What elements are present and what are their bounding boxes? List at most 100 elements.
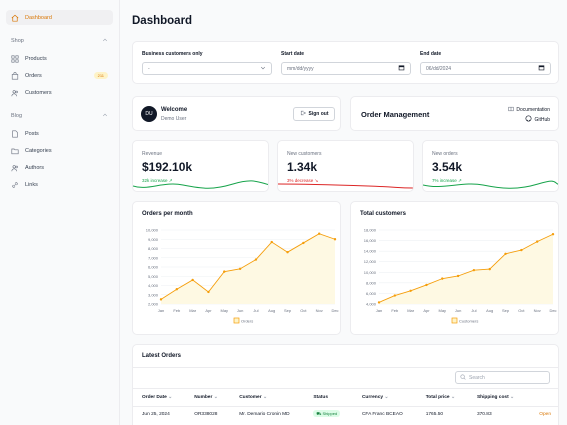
x-tick-label: Oct bbox=[518, 308, 525, 313]
sidebar-item-orders[interactable]: Orders 211 bbox=[6, 68, 113, 83]
documentation-link[interactable]: Documentation bbox=[508, 106, 550, 114]
x-tick-label: Feb bbox=[391, 308, 399, 313]
link-label: Documentation bbox=[516, 107, 550, 113]
y-tick-label: 2,000 bbox=[148, 302, 159, 307]
col-total-price[interactable]: Total price ⌄ bbox=[416, 390, 468, 407]
sign-out-icon bbox=[300, 110, 306, 118]
y-tick-label: 18,000 bbox=[364, 228, 377, 233]
data-point bbox=[520, 248, 523, 252]
col-label: Currency bbox=[361, 395, 384, 401]
y-tick-label: 5,000 bbox=[148, 274, 159, 279]
data-point bbox=[504, 252, 507, 255]
sidebar-group-shop[interactable]: Shop bbox=[6, 35, 113, 47]
legend-label: Customers bbox=[459, 319, 478, 324]
sidebar-item-products[interactable]: Products bbox=[6, 51, 113, 66]
x-tick-label: Jul bbox=[471, 308, 476, 313]
chart-title: Total customers bbox=[360, 211, 406, 217]
cell-shipping: 370.83 bbox=[476, 411, 492, 417]
status-text: Shipped bbox=[322, 411, 338, 417]
series-line bbox=[160, 233, 336, 300]
start-date-label: Start date bbox=[281, 51, 305, 57]
data-point bbox=[175, 288, 179, 291]
series-area bbox=[161, 233, 335, 304]
input-value: mm/dd/yyyy bbox=[287, 65, 314, 72]
stat-label: New customers bbox=[287, 151, 322, 157]
start-date-input[interactable]: mm/dd/yyyy bbox=[281, 62, 411, 75]
cell-currency: CFA Franc BCEAO bbox=[361, 411, 403, 417]
welcome-title: Welcome bbox=[161, 107, 188, 113]
business-customers-select[interactable]: - bbox=[142, 62, 272, 75]
col-customer[interactable]: Customer ⌄ bbox=[230, 390, 305, 407]
github-link[interactable]: GitHub bbox=[525, 115, 550, 124]
search-icon bbox=[460, 373, 466, 382]
data-point bbox=[472, 268, 476, 272]
order-management-card: Order Management Documentation GitHub bbox=[350, 96, 559, 131]
x-tick-label: Aug bbox=[268, 308, 275, 313]
sidebar-group-blog[interactable]: Blog bbox=[6, 110, 113, 122]
chevron-down-icon: ⌄ bbox=[168, 395, 173, 401]
cell-customer: Mr. Demario Cronin MD bbox=[239, 411, 290, 417]
sidebar-item-categories[interactable]: Categories bbox=[6, 143, 113, 158]
latest-orders-title: Latest Orders bbox=[142, 353, 182, 359]
open-link[interactable]: Open bbox=[539, 411, 551, 417]
orders-sparkline bbox=[423, 180, 558, 189]
data-point bbox=[254, 258, 258, 261]
data-point bbox=[333, 238, 337, 241]
sidebar-item-authors[interactable]: Authors bbox=[6, 160, 113, 175]
divider bbox=[133, 388, 558, 389]
trend-up-icon: ↗ bbox=[168, 178, 173, 183]
col-number[interactable]: Number ⌄ bbox=[185, 390, 231, 407]
customers-chart-card: Total customers 4,000 6,000 8,000 10,000 12,… bbox=[350, 201, 559, 335]
legend-swatch bbox=[451, 317, 458, 324]
users-icon bbox=[11, 89, 19, 97]
stat-trend: 32k increase ↗ bbox=[142, 178, 173, 184]
orders-table: Order Date ⌄ Number ⌄ Customer ⌄ Status … bbox=[133, 390, 558, 422]
group-label: Blog bbox=[11, 113, 23, 119]
link-icon bbox=[11, 181, 19, 189]
sign-out-button[interactable]: Sign out bbox=[293, 107, 335, 121]
x-tick-label: Jun bbox=[237, 308, 243, 313]
orders-chart-card: Orders per month 2,000 3,000 4,000 5,000 6,0… bbox=[132, 201, 341, 335]
data-point bbox=[317, 232, 321, 235]
data-point bbox=[223, 270, 226, 273]
customers-sparkline bbox=[278, 183, 413, 189]
y-tick-label: 4,000 bbox=[148, 283, 159, 288]
calendar-icon[interactable] bbox=[398, 64, 405, 73]
sidebar-item-posts[interactable]: Posts bbox=[6, 126, 113, 141]
trend-down-icon: ↘ bbox=[314, 178, 319, 183]
cell-total: 1765.50 bbox=[425, 411, 444, 417]
sidebar-item-dashboard[interactable]: Dashboard bbox=[6, 10, 113, 25]
col-shipping-cost[interactable]: Shipping cost ⌄ bbox=[467, 390, 528, 407]
calendar-icon[interactable] bbox=[538, 64, 545, 73]
y-tick-label: 16,000 bbox=[364, 238, 377, 243]
col-order-date[interactable]: Order Date ⌄ bbox=[133, 390, 186, 407]
group-label: Shop bbox=[11, 38, 24, 44]
col-currency[interactable]: Currency ⌄ bbox=[352, 390, 417, 407]
welcome-user: Demo User bbox=[161, 116, 187, 122]
x-tick-label: Apr bbox=[205, 308, 212, 313]
cell-status: ⛟ Shipped bbox=[304, 406, 353, 422]
orders-table-wrap: Order Date ⌄ Number ⌄ Customer ⌄ Status … bbox=[133, 390, 558, 422]
data-point bbox=[191, 278, 194, 282]
search-box[interactable]: Search bbox=[455, 371, 550, 384]
truck-icon: ⛟ bbox=[316, 411, 322, 417]
search-input[interactable]: Search bbox=[469, 374, 485, 381]
welcome-card: DU Welcome Demo User Sign out bbox=[132, 96, 341, 131]
sidebar-item-links[interactable]: Links bbox=[6, 177, 113, 192]
chart-title: Orders per month bbox=[142, 211, 193, 217]
data-point bbox=[377, 301, 381, 304]
cell-number: OR338028 bbox=[194, 411, 218, 417]
data-point bbox=[425, 283, 428, 287]
col-label: Total price bbox=[425, 395, 450, 401]
chevron-down-icon: ⌄ bbox=[262, 395, 267, 401]
grid-icon bbox=[11, 54, 19, 63]
sidebar-item-customers[interactable]: Customers bbox=[6, 85, 113, 100]
x-tick-label: Mar bbox=[189, 308, 197, 313]
end-date-input[interactable]: 06/dd/2024 bbox=[420, 62, 551, 75]
data-point bbox=[488, 267, 491, 271]
stat-card-revenue: Revenue $192.10k 32k increase ↗ bbox=[132, 140, 269, 192]
x-tick-label: Jan bbox=[158, 308, 164, 313]
sidebar-item-label: Customers bbox=[25, 89, 52, 96]
series-area bbox=[379, 234, 553, 304]
x-tick-label: Mar bbox=[407, 308, 415, 313]
